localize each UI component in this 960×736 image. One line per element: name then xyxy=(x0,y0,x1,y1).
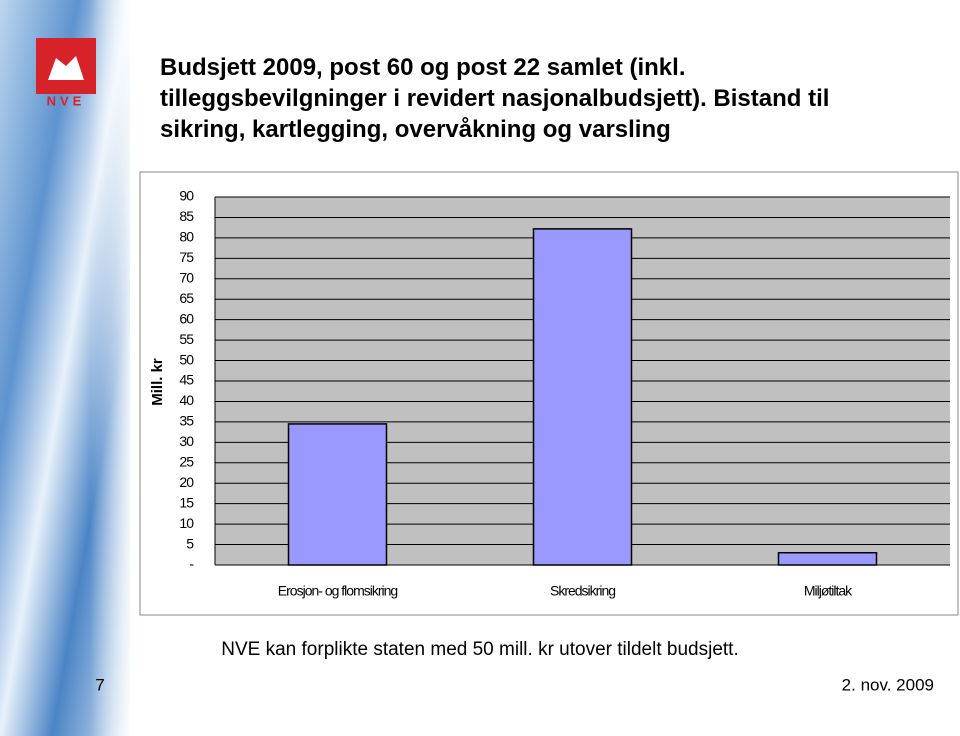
footer-note: NVE kan forplikte staten med 50 mill. kr… xyxy=(221,639,738,660)
y-tick-label: 5 xyxy=(186,535,194,551)
y-tick-label: 60 xyxy=(179,310,194,326)
bar xyxy=(532,228,633,566)
chart-title: Budsjett 2009, post 60 og post 22 samlet… xyxy=(160,54,830,143)
x-tick-label: Skredsikring xyxy=(550,583,615,599)
y-tick-label: - xyxy=(189,556,194,572)
y-tick-label: 20 xyxy=(179,474,194,490)
y-tick-label: 55 xyxy=(179,331,194,347)
y-tick-label: 80 xyxy=(179,229,194,245)
y-tick-label: 25 xyxy=(179,453,194,469)
y-tick-label: 85 xyxy=(179,208,194,224)
y-tick-label: 75 xyxy=(179,249,194,265)
y-tick-label: 40 xyxy=(179,392,194,408)
y-tick-label: 70 xyxy=(179,269,194,285)
date: 2. nov. 2009 xyxy=(842,675,934,694)
page-number: 7 xyxy=(95,675,104,694)
y-tick-label: 35 xyxy=(179,413,194,429)
y-tick-label: 50 xyxy=(179,351,194,367)
decor-fade xyxy=(90,0,135,736)
y-axis-label: Mill. kr xyxy=(149,358,166,406)
bar xyxy=(287,423,388,566)
y-tick-label: 10 xyxy=(179,515,194,531)
y-tick-label: 15 xyxy=(179,494,194,510)
bar xyxy=(777,551,878,566)
x-tick-label: Miljøtiltak xyxy=(804,583,853,599)
y-tick-label: 45 xyxy=(179,372,194,388)
y-tick-label: 65 xyxy=(179,290,194,306)
y-tick-label: 30 xyxy=(179,433,194,449)
logo-text: NVE xyxy=(47,93,86,108)
y-tick-label: 90 xyxy=(179,188,194,204)
logo-emblem xyxy=(48,56,84,80)
x-tick-label: Erosjon- og flomsikring xyxy=(278,583,398,599)
